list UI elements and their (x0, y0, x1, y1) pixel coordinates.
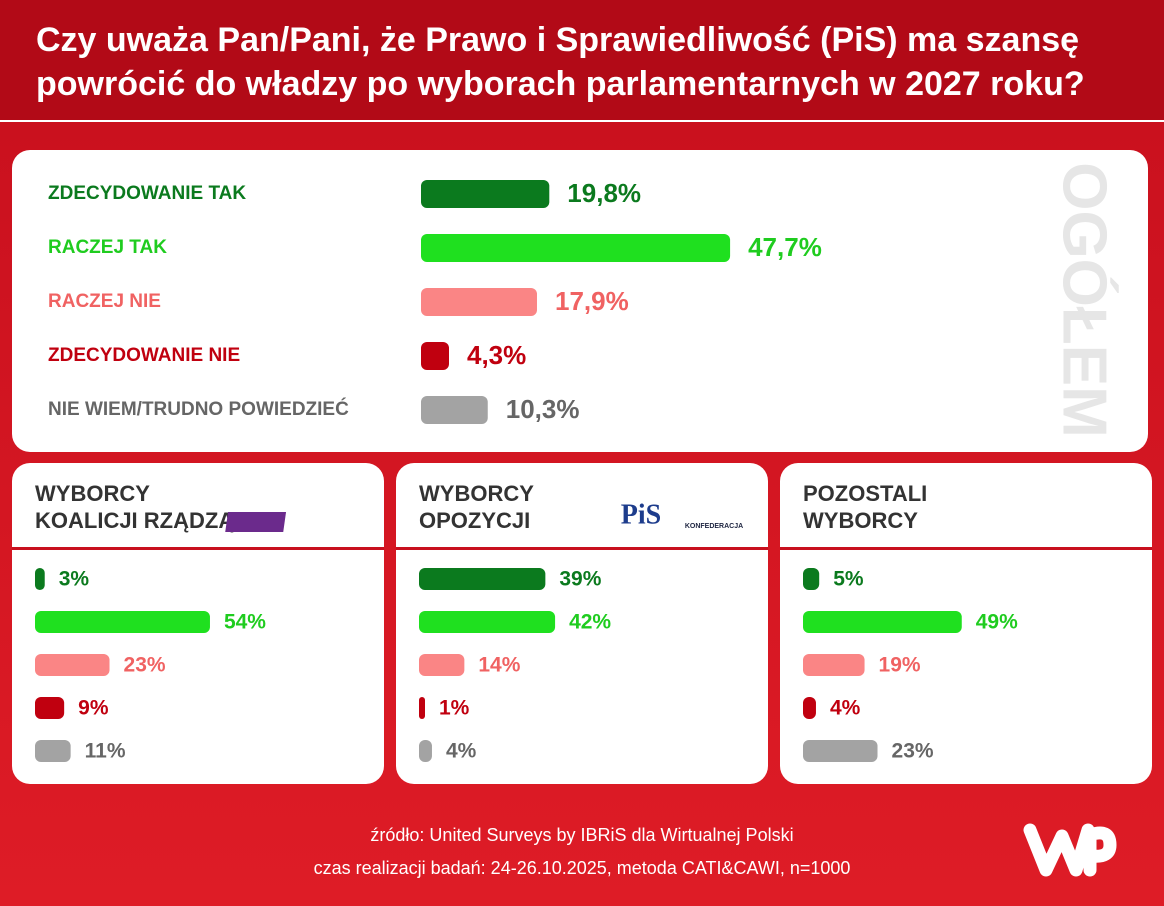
value-label: 4% (830, 697, 861, 720)
bar (419, 740, 432, 762)
logo-bg (225, 512, 287, 532)
panel-title: POZOSTALI (803, 481, 927, 506)
value-label: 19,8% (567, 178, 641, 208)
bar (35, 654, 110, 676)
bar (35, 697, 65, 719)
bar (419, 697, 425, 719)
bar (421, 288, 537, 316)
header-line (0, 120, 1164, 122)
value-label: 3% (59, 568, 90, 591)
value-label: 23% (124, 654, 166, 677)
logo-text: KONFEDERACJA (685, 523, 743, 530)
panel-title: WYBORCY (35, 481, 150, 506)
bar (421, 180, 550, 208)
value-label: 4% (446, 740, 477, 763)
value-label: 39% (559, 568, 601, 591)
bar (419, 611, 556, 633)
value-label: 19% (879, 654, 921, 677)
bar (421, 396, 488, 424)
panel-divider (780, 547, 1152, 550)
bar (419, 654, 465, 676)
panel (396, 463, 768, 784)
value-label: 5% (833, 568, 864, 591)
panel (12, 150, 1148, 452)
panel-title: OPOZYCJI (419, 508, 530, 533)
category-label: NIE WIEM/TRUDNO POWIEDZIEĆ (48, 398, 349, 420)
value-label: 49% (976, 611, 1018, 634)
bar (803, 740, 878, 762)
panel (780, 463, 1152, 784)
title-line: powrócić do władzy po wyborach parlament… (36, 65, 1085, 103)
bar (421, 342, 449, 370)
panel-title: WYBORCY (803, 508, 918, 533)
value-label: 17,9% (555, 286, 629, 316)
panel-title: WYBORCY (419, 481, 534, 506)
value-label: 42% (569, 611, 611, 634)
panel-divider (396, 547, 768, 550)
value-label: 14% (478, 654, 520, 677)
panel-divider (12, 547, 384, 550)
value-label: 4,3% (467, 340, 526, 370)
logo-text: LEWICA (301, 514, 356, 530)
method: czas realizacji badań: 24-26.10.2025, me… (314, 858, 851, 878)
source: źródło: United Surveys by IBRiS dla Wirt… (370, 825, 793, 845)
value-label: 10,3% (506, 394, 580, 424)
value-label: 1% (439, 697, 470, 720)
value-label: 54% (224, 611, 266, 634)
title-line: Czy uważa Pan/Pani, że Prawo i Sprawiedl… (36, 21, 1079, 59)
bar (803, 654, 865, 676)
category-label: RACZEJ NIE (48, 291, 161, 312)
bar (35, 740, 71, 762)
panel-title: OGÓŁEM (1050, 162, 1119, 438)
bar (419, 568, 546, 590)
header-band (0, 0, 1164, 120)
bar (803, 697, 816, 719)
bar (803, 568, 820, 590)
category-label: ZDECYDOWANIE NIE (48, 345, 240, 366)
value-label: 23% (892, 740, 934, 763)
bar (421, 234, 731, 262)
category-label: RACZEJ TAK (48, 237, 167, 258)
bar (803, 611, 962, 633)
category-label: ZDECYDOWANIE TAK (48, 183, 246, 204)
value-label: 11% (85, 740, 126, 763)
bar (35, 568, 45, 590)
value-label: 9% (78, 697, 109, 720)
value-label: 47,7% (748, 232, 822, 262)
logo-text: PiS (621, 499, 661, 530)
bar (35, 611, 210, 633)
wp-logo (1023, 823, 1117, 877)
